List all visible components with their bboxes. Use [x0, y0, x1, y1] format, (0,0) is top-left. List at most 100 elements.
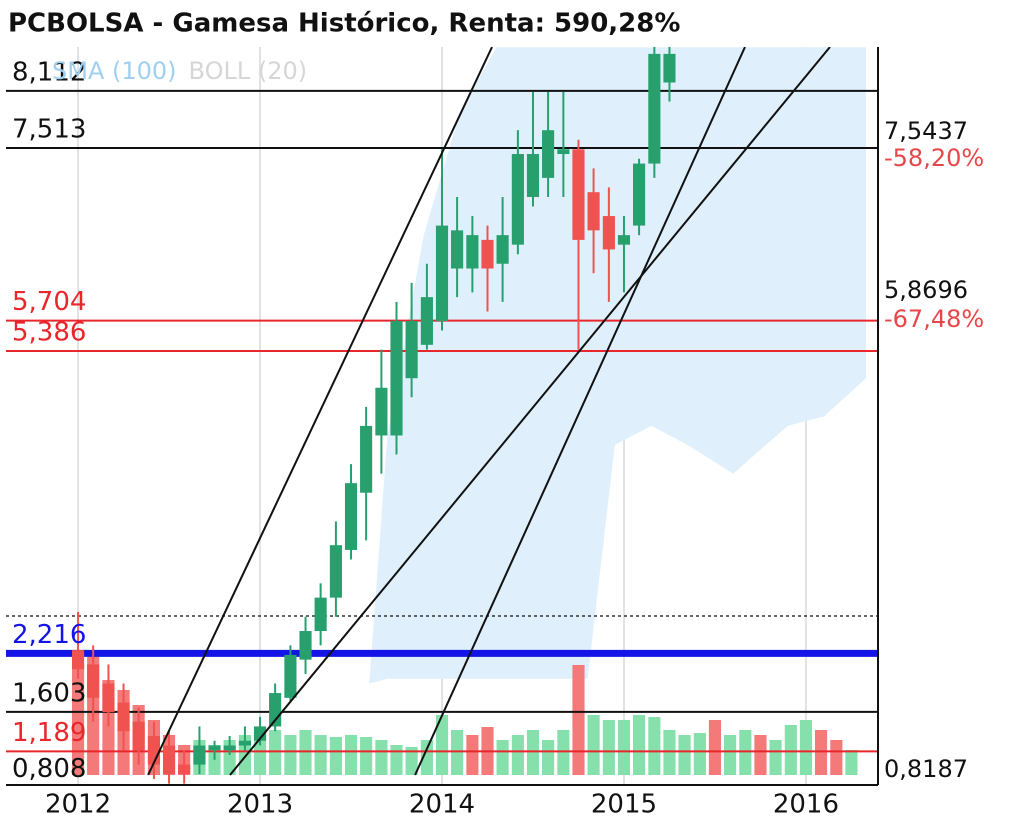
x-tick-label: 2013 [227, 790, 293, 820]
volume-bar [814, 730, 828, 775]
candle-body [253, 726, 267, 741]
candle-body [329, 545, 342, 598]
x-tick-label: 2012 [45, 790, 111, 820]
candle-body [587, 192, 600, 231]
volume-bar [648, 717, 661, 775]
candle-body [542, 130, 555, 178]
candle-body [284, 654, 297, 698]
candle-body [344, 483, 358, 550]
candle-body [87, 664, 100, 698]
volume-bar [344, 735, 358, 775]
candle-body [117, 702, 130, 732]
candle-body [496, 235, 509, 264]
candle-body [299, 631, 312, 660]
volume-bar [420, 740, 433, 775]
level-label: 1,603 [12, 678, 86, 708]
volume-bar [754, 735, 767, 775]
candle-body [390, 320, 403, 436]
candle-body [71, 650, 85, 670]
candle-body [617, 235, 631, 245]
volume-bar [633, 715, 646, 775]
volume-bar [830, 740, 843, 775]
labels: 2012 2013 2014 2015 2016 8,112 7,513 5,7045,386… [12, 57, 984, 820]
volume-bar [329, 737, 342, 775]
level-label: 7,513 [12, 115, 86, 145]
volume-bar [693, 733, 706, 775]
level-label: 2,216 [12, 620, 86, 650]
volume-bar [663, 730, 676, 775]
candle-body [466, 235, 479, 269]
candle-body [633, 163, 646, 226]
price-annotation: 5,8696 [884, 276, 968, 304]
x-tick-label: 2016 [773, 790, 839, 820]
candle-body [511, 154, 524, 245]
candle-body [238, 740, 251, 746]
price-annotation: 7,5437 [884, 117, 968, 145]
volume-bar [602, 720, 615, 775]
volume-bar [799, 720, 813, 775]
volume-bar [71, 665, 85, 775]
candle-body [147, 735, 161, 765]
title-bar [0, 0, 878, 47]
level-label: 8,112 [12, 57, 86, 87]
candle-body [178, 764, 191, 775]
volume-bar [708, 720, 722, 775]
volume-bar [542, 740, 555, 775]
volume-bar [784, 725, 797, 775]
candle-body [451, 230, 464, 269]
candle-body [223, 745, 236, 751]
candle-body [435, 225, 449, 321]
x-tick-label: 2014 [409, 790, 475, 820]
volume-bar [405, 747, 418, 775]
candle-body [602, 216, 615, 250]
candle-body [193, 745, 206, 765]
candle-body [360, 425, 373, 493]
candle-body [102, 683, 115, 713]
trend-line [147, 47, 493, 776]
volume-bar [845, 750, 858, 775]
volume-bar [557, 730, 570, 775]
volume-bar [587, 715, 600, 775]
level-label: 1,189 [12, 718, 86, 748]
volume-bar [511, 735, 524, 775]
candle-body [481, 239, 494, 269]
x-tick-label: 2015 [591, 790, 657, 820]
chart-title: PCBOLSA - Gamesa Histórico, Renta: 590,2… [8, 9, 680, 39]
trend-line [229, 47, 831, 776]
candle-body [162, 745, 176, 775]
trend-line [414, 47, 746, 776]
volume-bar [314, 735, 327, 775]
volume-bar [390, 745, 403, 775]
volume-bar [299, 730, 312, 775]
volume-bar [769, 740, 782, 775]
volume-bar [526, 730, 540, 775]
volume-bar [617, 720, 631, 775]
plot-area [6, 47, 878, 785]
price-annotation: -67,48% [884, 305, 984, 333]
volume-bar [496, 740, 509, 775]
candle-body [375, 387, 388, 436]
volume-bar [739, 730, 752, 775]
candle-body [572, 149, 585, 240]
candle-body [648, 53, 661, 164]
candle-body [405, 320, 418, 379]
level-label: 5,704 [12, 287, 86, 317]
volume-bar [208, 745, 221, 775]
level-label: 0,808 [12, 754, 86, 784]
volume-bar [284, 735, 297, 775]
volume-bar [360, 737, 373, 775]
candle-body [557, 149, 570, 155]
volume-bar [466, 735, 479, 775]
price-annotation: 0,8187 [884, 755, 968, 783]
volume-bar [451, 730, 464, 775]
volume-bar [269, 730, 282, 775]
legend-entry: SMA (100) [52, 57, 177, 85]
candle-body [314, 597, 327, 632]
candle-body [420, 297, 433, 345]
candle-body [132, 721, 145, 751]
volume-bar [572, 665, 585, 775]
level-label: 5,386 [12, 317, 86, 347]
volume-bar [723, 735, 737, 775]
volume-bar [678, 735, 691, 775]
price-annotation: -58,20% [884, 144, 984, 172]
